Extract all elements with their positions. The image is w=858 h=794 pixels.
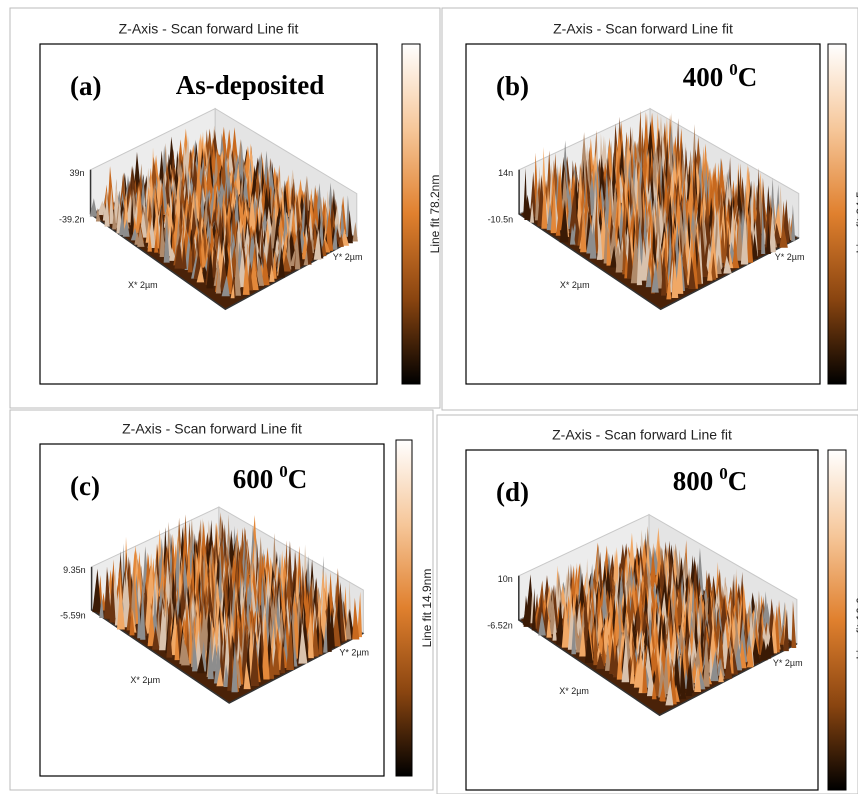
panel-title: Z-Axis - Scan forward Line fit	[122, 421, 302, 437]
condition-value: 400	[683, 62, 724, 92]
superscript: 0	[729, 60, 738, 79]
unit: C	[738, 62, 758, 92]
x-axis-label: X* 2µm	[560, 280, 590, 290]
condition-value: 600	[233, 464, 274, 494]
z-max-label: 39n	[70, 168, 85, 178]
z-min-label: -10.5n	[488, 214, 514, 224]
y-axis-label: Y* 2µm	[339, 648, 369, 658]
z-min-label: -5.59n	[60, 610, 86, 620]
condition-label: As-deposited	[176, 70, 325, 100]
colorbar-label: Line fit 14.9nm	[420, 569, 434, 648]
afm-panel: Z-Axis - Scan forward Line fit (a) As-depo…	[10, 8, 442, 408]
z-min-label: -39.2n	[59, 214, 85, 224]
y-axis-label: Y* 2µm	[333, 252, 363, 262]
unit: C	[288, 464, 308, 494]
condition-label: 800 0C	[673, 464, 748, 496]
y-axis-label: Y* 2µm	[775, 252, 805, 262]
z-max-label: 14n	[498, 168, 513, 178]
panel-label: (a)	[70, 71, 101, 101]
z-max-label: 9.35n	[63, 565, 86, 575]
afm-panel: Z-Axis - Scan forward Line fit (d) 800 0C Li…	[437, 415, 858, 794]
superscript: 0	[279, 462, 288, 481]
x-axis-label: X* 2µm	[128, 280, 158, 290]
colorbar-label: Line fit 78.2nm	[428, 175, 442, 254]
panel-label: (c)	[70, 471, 100, 501]
panel-label: (d)	[496, 477, 529, 507]
condition-label: 400 0C	[683, 60, 758, 92]
afm-panel: Z-Axis - Scan forward Line fit (b) 400 0C Li…	[442, 8, 858, 410]
y-axis-label: Y* 2µm	[773, 658, 803, 668]
unit: C	[728, 466, 748, 496]
colorbar	[402, 44, 420, 384]
colorbar	[828, 44, 846, 384]
x-axis-label: X* 2µm	[559, 686, 589, 696]
colorbar	[828, 450, 846, 790]
x-axis-label: X* 2µm	[130, 675, 160, 685]
condition-value: 800	[673, 466, 714, 496]
afm-panel: Z-Axis - Scan forward Line fit (c) 600 0C Li…	[10, 410, 434, 790]
z-max-label: 10n	[498, 574, 513, 584]
superscript: 0	[719, 464, 728, 483]
colorbar	[396, 440, 412, 776]
panel-label: (b)	[496, 71, 529, 101]
condition-label: 600 0C	[233, 462, 308, 494]
panel-title: Z-Axis - Scan forward Line fit	[119, 21, 299, 37]
panel-title: Z-Axis - Scan forward Line fit	[553, 21, 733, 37]
z-min-label: -6.52n	[487, 620, 513, 630]
colorbar-label: Line fit 16.6nm	[854, 581, 858, 660]
condition-value: As-deposited	[176, 70, 325, 100]
colorbar-label: Line fit 24.5nm	[854, 175, 858, 254]
panel-title: Z-Axis - Scan forward Line fit	[552, 427, 732, 443]
